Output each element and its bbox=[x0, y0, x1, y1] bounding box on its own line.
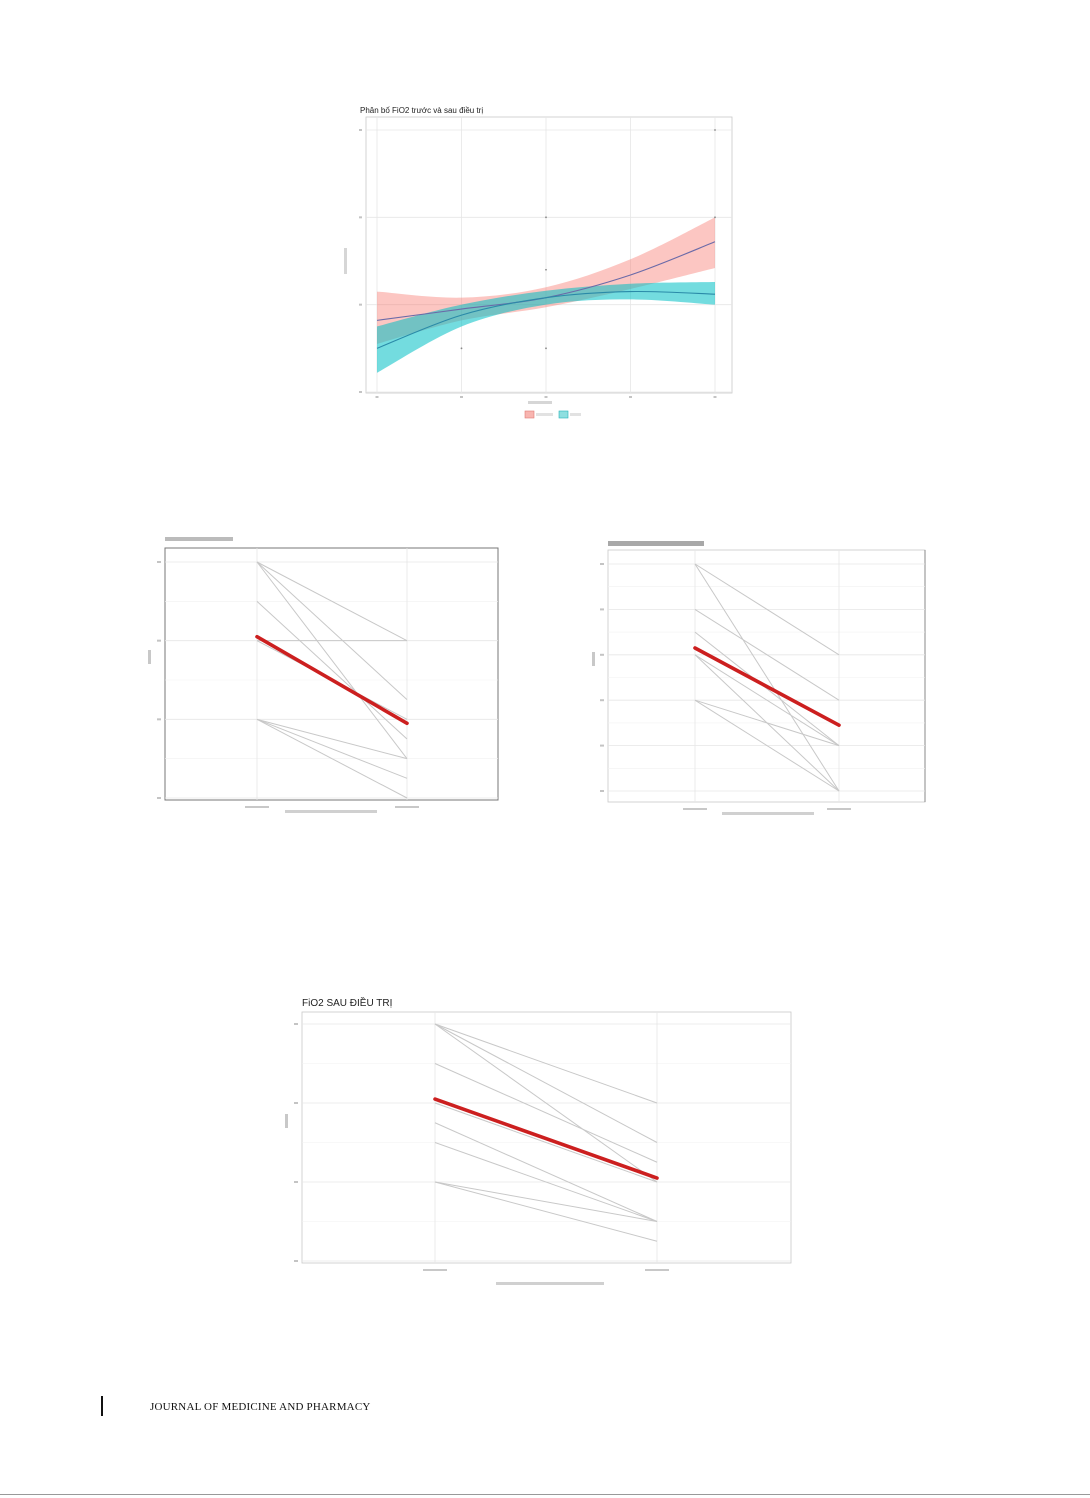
y-tick-label-0 bbox=[359, 391, 362, 393]
x-tick-label-1 bbox=[460, 396, 463, 398]
individual-line-6 bbox=[434, 1181, 658, 1222]
y-tick-label-2 bbox=[294, 1102, 298, 1104]
individual-line-1 bbox=[256, 561, 408, 701]
x-axis-title bbox=[528, 401, 552, 404]
plot-panel bbox=[164, 547, 499, 801]
y-tick-label-1 bbox=[294, 1181, 298, 1183]
x-axis-title bbox=[496, 1282, 604, 1285]
data-point-5 bbox=[714, 216, 716, 219]
individual-line-5 bbox=[694, 699, 840, 747]
y-axis-title bbox=[148, 650, 151, 664]
figure-fio2-after-treatment: FiO2 SAU ĐIỀU TRỊ bbox=[280, 990, 800, 1295]
x-tick-label-0 bbox=[423, 1269, 447, 1271]
y-tick-label-3 bbox=[157, 561, 161, 563]
individual-line-6 bbox=[694, 699, 840, 792]
y-tick-label-1 bbox=[600, 744, 604, 747]
x-tick-label-3 bbox=[629, 396, 632, 398]
legend-label-series-1 bbox=[536, 413, 553, 416]
figure-paired-lines-left bbox=[140, 532, 510, 824]
legend bbox=[524, 410, 581, 419]
individual-line-1 bbox=[694, 563, 840, 792]
x-tick-label-0 bbox=[683, 808, 707, 810]
individual-line-5 bbox=[434, 1142, 658, 1222]
y-tick-label-0 bbox=[600, 790, 604, 792]
journal-name: JOURNAL OF MEDICINE AND PHARMACY bbox=[150, 1401, 371, 1413]
individual-line-3 bbox=[434, 1102, 658, 1183]
individual-line-7 bbox=[256, 718, 408, 799]
confidence-band-series-2 bbox=[377, 281, 715, 373]
x-tick-label-0 bbox=[245, 806, 269, 808]
y-axis-title bbox=[285, 1114, 288, 1128]
individual-line-0 bbox=[694, 563, 840, 656]
individual-line-7 bbox=[434, 1181, 658, 1242]
individual-line-0 bbox=[256, 561, 408, 642]
x-axis-title bbox=[285, 810, 377, 813]
footer-bar bbox=[101, 1396, 103, 1416]
individual-line-6 bbox=[256, 718, 408, 779]
y-axis-title bbox=[592, 652, 595, 666]
data-point-2 bbox=[545, 347, 547, 350]
chart-title: FiO2 SAU ĐIỀU TRỊ bbox=[302, 996, 392, 1009]
x-tick-label-0 bbox=[375, 396, 379, 398]
chart-title: Phân bố FiO2 trước và sau điều trị bbox=[360, 106, 483, 115]
individual-line-2 bbox=[694, 608, 840, 701]
legend-key-series-2 bbox=[558, 410, 569, 419]
mean-line bbox=[255, 634, 409, 726]
individual-line-4 bbox=[434, 1122, 658, 1222]
x-axis-title bbox=[722, 812, 814, 815]
y-tick-label-4 bbox=[600, 608, 604, 611]
y-tick-label-3 bbox=[600, 653, 604, 656]
individual-line-2 bbox=[434, 1023, 658, 1183]
figure-fio2-distribution: Phân bố FiO2 trước và sau điều trị bbox=[332, 100, 733, 430]
x-tick-label-1 bbox=[395, 806, 419, 808]
individual-line-1 bbox=[434, 1023, 658, 1143]
x-tick-label-2 bbox=[544, 396, 548, 398]
y-axis-title bbox=[344, 248, 347, 274]
page-bottom-rule bbox=[0, 1494, 1090, 1495]
individual-line-0 bbox=[434, 1023, 658, 1104]
paired-lines-chart-right bbox=[592, 541, 926, 815]
plot-panel bbox=[365, 116, 733, 394]
y-tick-label-2 bbox=[600, 699, 604, 702]
fit-line-series-2 bbox=[376, 290, 716, 349]
y-tick-label-2 bbox=[157, 639, 161, 642]
x-tick-label-4 bbox=[713, 396, 717, 398]
individual-line-2 bbox=[256, 561, 408, 759]
individual-line-5 bbox=[256, 718, 408, 760]
chart-title bbox=[608, 541, 704, 546]
y-tick-label-2 bbox=[359, 216, 362, 219]
y-tick-label-5 bbox=[600, 563, 604, 565]
legend-label-series-2 bbox=[570, 413, 581, 416]
chart-title bbox=[165, 537, 233, 541]
legend-key-series-1 bbox=[524, 410, 535, 419]
data-point-4 bbox=[714, 129, 716, 131]
fio2-after-treatment-chart: FiO2 SAU ĐIỀU TRỊ bbox=[285, 996, 792, 1285]
data-point-0 bbox=[545, 216, 547, 219]
individual-line-3 bbox=[694, 654, 840, 747]
individual-line-8 bbox=[434, 1063, 658, 1163]
mean-line bbox=[693, 646, 841, 727]
data-point-3 bbox=[460, 347, 463, 350]
y-tick-label-3 bbox=[294, 1023, 298, 1025]
y-tick-label-1 bbox=[359, 303, 362, 306]
mean-line bbox=[433, 1097, 659, 1180]
y-tick-label-0 bbox=[294, 1260, 298, 1262]
y-tick-label-1 bbox=[157, 718, 161, 721]
y-tick-label-0 bbox=[157, 797, 161, 799]
fio2-distribution-chart: Phân bố FiO2 trước và sau điều trị bbox=[344, 106, 733, 419]
paired-lines-chart-left bbox=[148, 537, 499, 813]
y-tick-label-3 bbox=[359, 129, 362, 131]
figure-paired-lines-right bbox=[580, 532, 940, 824]
individual-line-7 bbox=[694, 631, 840, 746]
x-tick-label-1 bbox=[645, 1269, 669, 1271]
data-point-1 bbox=[545, 268, 547, 271]
individual-line-8 bbox=[256, 600, 408, 740]
x-tick-label-1 bbox=[827, 808, 851, 810]
